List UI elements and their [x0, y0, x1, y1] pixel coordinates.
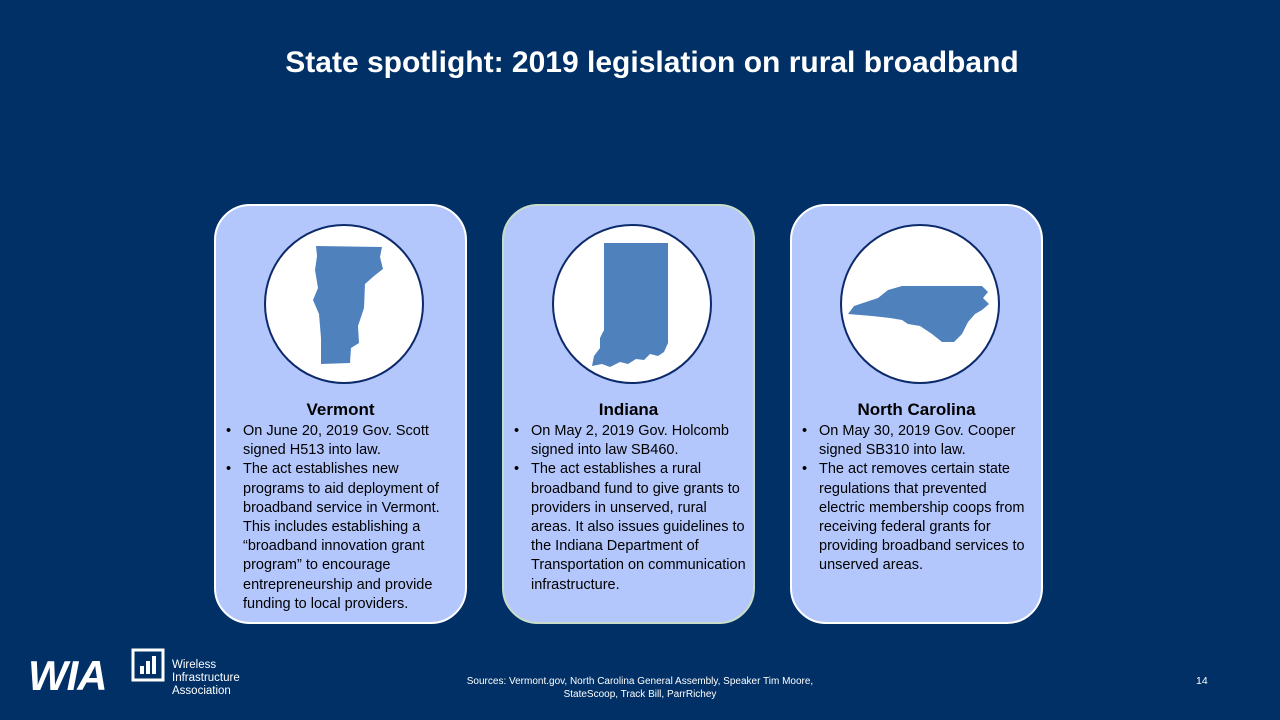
signal-bars-icon [131, 648, 165, 682]
card-indiana: Indiana On May 2, 2019 Gov. Holcomb sign… [502, 204, 755, 624]
bullet-item: The act establishes new programs to aid … [224, 460, 459, 614]
logo-letters: WIA [28, 652, 108, 699]
logo-org-name: Wireless Infrastructure Association [172, 659, 240, 698]
vermont-map-icon [313, 246, 383, 364]
logo-org-line: Infrastructure [172, 672, 240, 684]
map-circle [552, 224, 712, 384]
slide-title: State spotlight: 2019 legislation on rur… [285, 46, 1019, 79]
state-name: North Carolina [857, 400, 976, 419]
state-name: Vermont [306, 400, 375, 419]
north-carolina-map-icon [848, 286, 989, 342]
sources-line: StateScoop, Track Bill, ParrRichey [563, 689, 717, 700]
bullet-item: The act removes certain state regulation… [800, 460, 1035, 575]
card-north-carolina: North Carolina On May 30, 2019 Gov. Coop… [790, 204, 1043, 624]
indiana-map-icon [592, 243, 668, 367]
bullet-list: On June 20, 2019 Gov. Scott signed H513 … [224, 422, 459, 614]
sources-line: Sources: Vermont.gov, North Carolina Gen… [466, 676, 814, 687]
state-name: Indiana [598, 400, 659, 419]
card-vermont: Vermont On June 20, 2019 Gov. Scott sign… [214, 204, 467, 624]
bullet-item: On May 2, 2019 Gov. Holcomb signed into … [512, 422, 747, 460]
sources-text: Sources: Vermont.gov, North Carolina Gen… [420, 675, 860, 701]
map-circle [840, 224, 1000, 384]
bullet-list: On May 2, 2019 Gov. Holcomb signed into … [512, 422, 747, 595]
logo-org-line: Wireless [172, 659, 217, 671]
logo-org-line: Association [172, 685, 231, 697]
wia-logo: WIA Wireless Infrastructure Association [28, 648, 268, 700]
map-circle [264, 224, 424, 384]
bullet-item: On June 20, 2019 Gov. Scott signed H513 … [224, 422, 459, 460]
bullet-item: The act establishes a rural broadband fu… [512, 460, 747, 594]
bullet-list: On May 30, 2019 Gov. Cooper signed SB310… [800, 422, 1035, 576]
bullet-item: On May 30, 2019 Gov. Cooper signed SB310… [800, 422, 1035, 460]
page-number: 14 [1196, 675, 1208, 687]
